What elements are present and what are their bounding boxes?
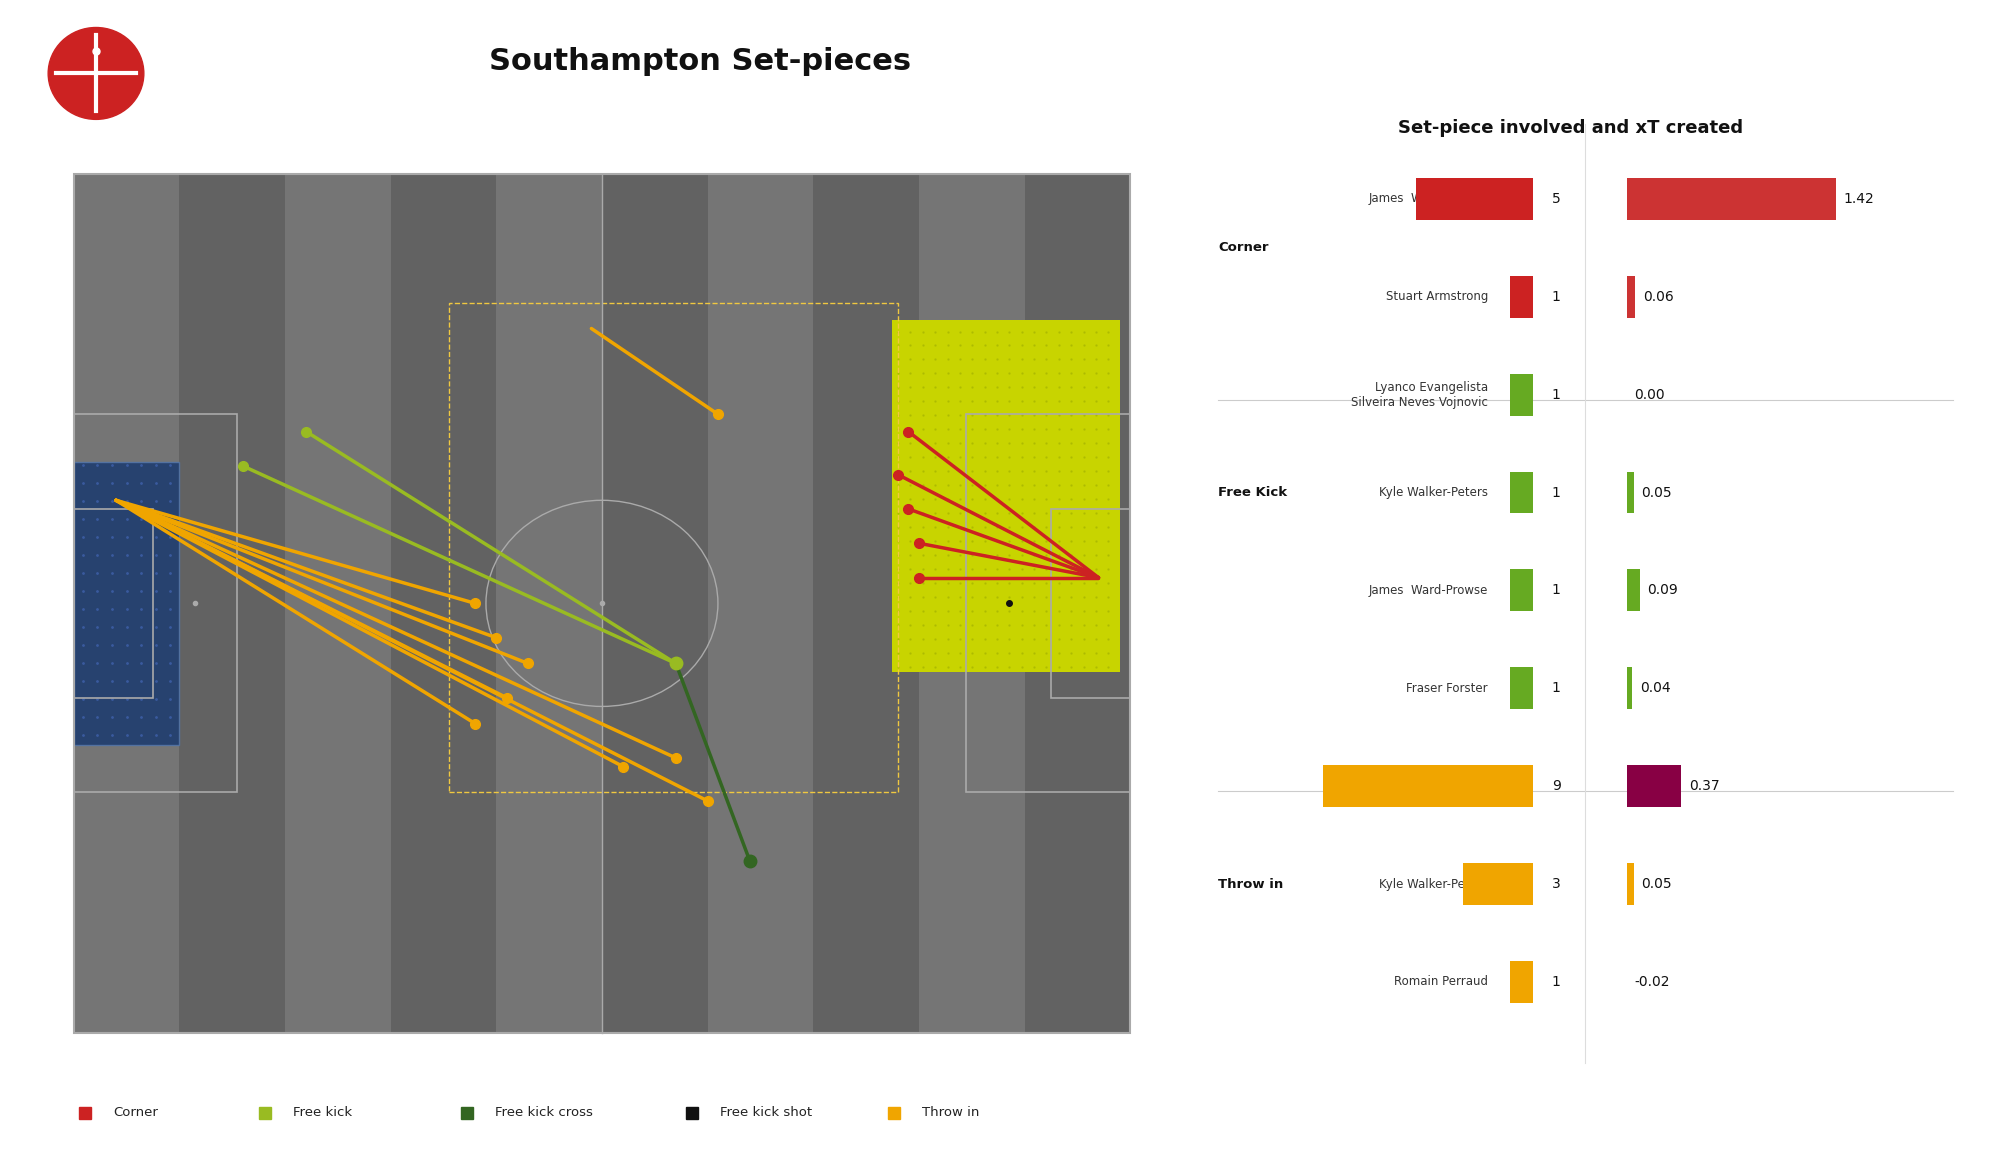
Text: 0.05: 0.05 <box>1642 485 1672 499</box>
Text: Throw in: Throw in <box>922 1106 980 1120</box>
Text: James  Ward-Prowse: James Ward-Prowse <box>1368 584 1488 597</box>
Text: Stuart Armstrong: Stuart Armstrong <box>1386 290 1488 303</box>
Bar <box>1510 276 1532 317</box>
Bar <box>966 415 1130 792</box>
Text: Southampton Set-pieces: Southampton Set-pieces <box>488 47 912 76</box>
Bar <box>1462 864 1532 905</box>
Bar <box>1626 276 1636 317</box>
Text: 0.00: 0.00 <box>1634 388 1664 402</box>
Bar <box>448 303 898 792</box>
Bar <box>1416 177 1532 220</box>
Text: Free Kick: Free Kick <box>1218 486 1288 499</box>
Bar <box>1024 174 1130 1033</box>
Bar <box>1510 961 1532 1003</box>
Bar <box>1626 471 1634 513</box>
Bar <box>1626 765 1682 807</box>
Text: Jan Bednarek: Jan Bednarek <box>1410 780 1488 793</box>
Text: 1: 1 <box>1552 388 1560 402</box>
Bar <box>1050 509 1130 698</box>
Circle shape <box>48 27 144 120</box>
Bar <box>74 509 152 698</box>
Bar <box>496 174 602 1033</box>
Bar <box>74 462 180 745</box>
Text: 1.42: 1.42 <box>1844 192 1874 206</box>
Bar <box>390 174 496 1033</box>
Text: Kyle Walker-Peters: Kyle Walker-Peters <box>1378 878 1488 891</box>
Text: -0.02: -0.02 <box>1634 975 1670 989</box>
Text: 0.06: 0.06 <box>1642 290 1674 304</box>
Text: James  Ward-Prowse: James Ward-Prowse <box>1368 193 1488 206</box>
Bar <box>74 174 180 1033</box>
Bar <box>1324 765 1532 807</box>
Bar <box>286 174 390 1033</box>
Bar <box>1510 471 1532 513</box>
Bar <box>1510 667 1532 710</box>
Bar <box>1626 864 1634 905</box>
Bar <box>1626 667 1632 710</box>
Bar <box>708 174 814 1033</box>
Text: 1: 1 <box>1552 290 1560 304</box>
Bar <box>74 174 1130 1033</box>
Text: 0.09: 0.09 <box>1648 583 1678 597</box>
Text: Free kick shot: Free kick shot <box>720 1106 812 1120</box>
Text: Romain Perraud: Romain Perraud <box>1394 975 1488 988</box>
Text: 5: 5 <box>1552 192 1560 206</box>
Text: Kyle Walker-Peters: Kyle Walker-Peters <box>1378 486 1488 499</box>
Text: 0.37: 0.37 <box>1688 779 1720 793</box>
Bar <box>74 415 238 792</box>
Text: 0.05: 0.05 <box>1642 877 1672 891</box>
Text: Free kick cross: Free kick cross <box>496 1106 594 1120</box>
Bar <box>1626 570 1640 611</box>
Text: 1: 1 <box>1552 975 1560 989</box>
Bar <box>74 174 1130 1033</box>
Text: Free kick: Free kick <box>292 1106 352 1120</box>
Text: Lyanco Evangelista
Silveira Neves Vojnovic: Lyanco Evangelista Silveira Neves Vojnov… <box>1352 381 1488 409</box>
Bar <box>892 320 1120 672</box>
Text: Corner: Corner <box>1218 241 1268 254</box>
Text: Set-piece involved and xT created: Set-piece involved and xT created <box>1398 119 1742 137</box>
Text: Fraser Forster: Fraser Forster <box>1406 682 1488 694</box>
Text: 0.04: 0.04 <box>1640 682 1670 696</box>
Bar <box>1510 374 1532 416</box>
Text: 1: 1 <box>1552 485 1560 499</box>
Bar <box>918 174 1024 1033</box>
Bar <box>180 174 286 1033</box>
Text: 1: 1 <box>1552 583 1560 597</box>
Bar <box>602 174 708 1033</box>
Text: Corner: Corner <box>114 1106 158 1120</box>
Text: 1: 1 <box>1552 682 1560 696</box>
Bar <box>814 174 918 1033</box>
Bar <box>1510 570 1532 611</box>
Text: 9: 9 <box>1552 779 1560 793</box>
Text: Throw in: Throw in <box>1218 878 1284 891</box>
Bar <box>1626 177 1836 220</box>
Text: 3: 3 <box>1552 877 1560 891</box>
